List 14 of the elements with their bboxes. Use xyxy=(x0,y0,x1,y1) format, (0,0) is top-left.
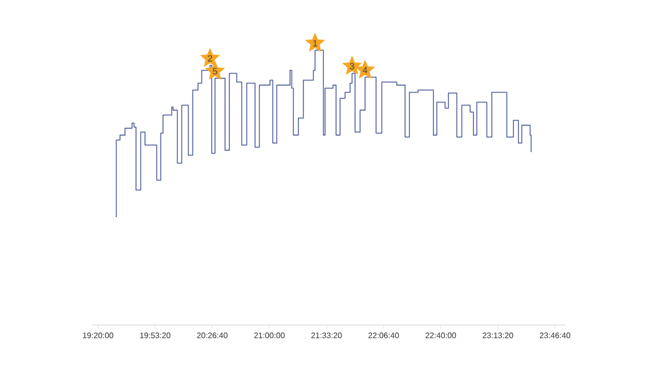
x-tick-label: 23:46:40 xyxy=(540,332,570,338)
annotation: 4 xyxy=(362,67,368,74)
x-tick-label: 21:00:00 xyxy=(254,332,285,338)
x-tick-label: 21:33:20 xyxy=(311,332,342,338)
x-tick-label: 23:13:20 xyxy=(482,332,514,338)
x-tick-label: 22:06:40 xyxy=(368,332,399,338)
x-tick-label: 19:53:20 xyxy=(140,332,170,338)
x-tick-label: 22:40:00 xyxy=(426,332,456,338)
annotation: 2 xyxy=(208,55,212,62)
annotation: 3 xyxy=(350,63,354,70)
annotation: 1 xyxy=(313,40,318,46)
annotation: 5 xyxy=(212,68,218,74)
x-tick-label: 19:20:00 xyxy=(83,332,114,338)
x-tick-label: 20:26:40 xyxy=(197,332,228,338)
